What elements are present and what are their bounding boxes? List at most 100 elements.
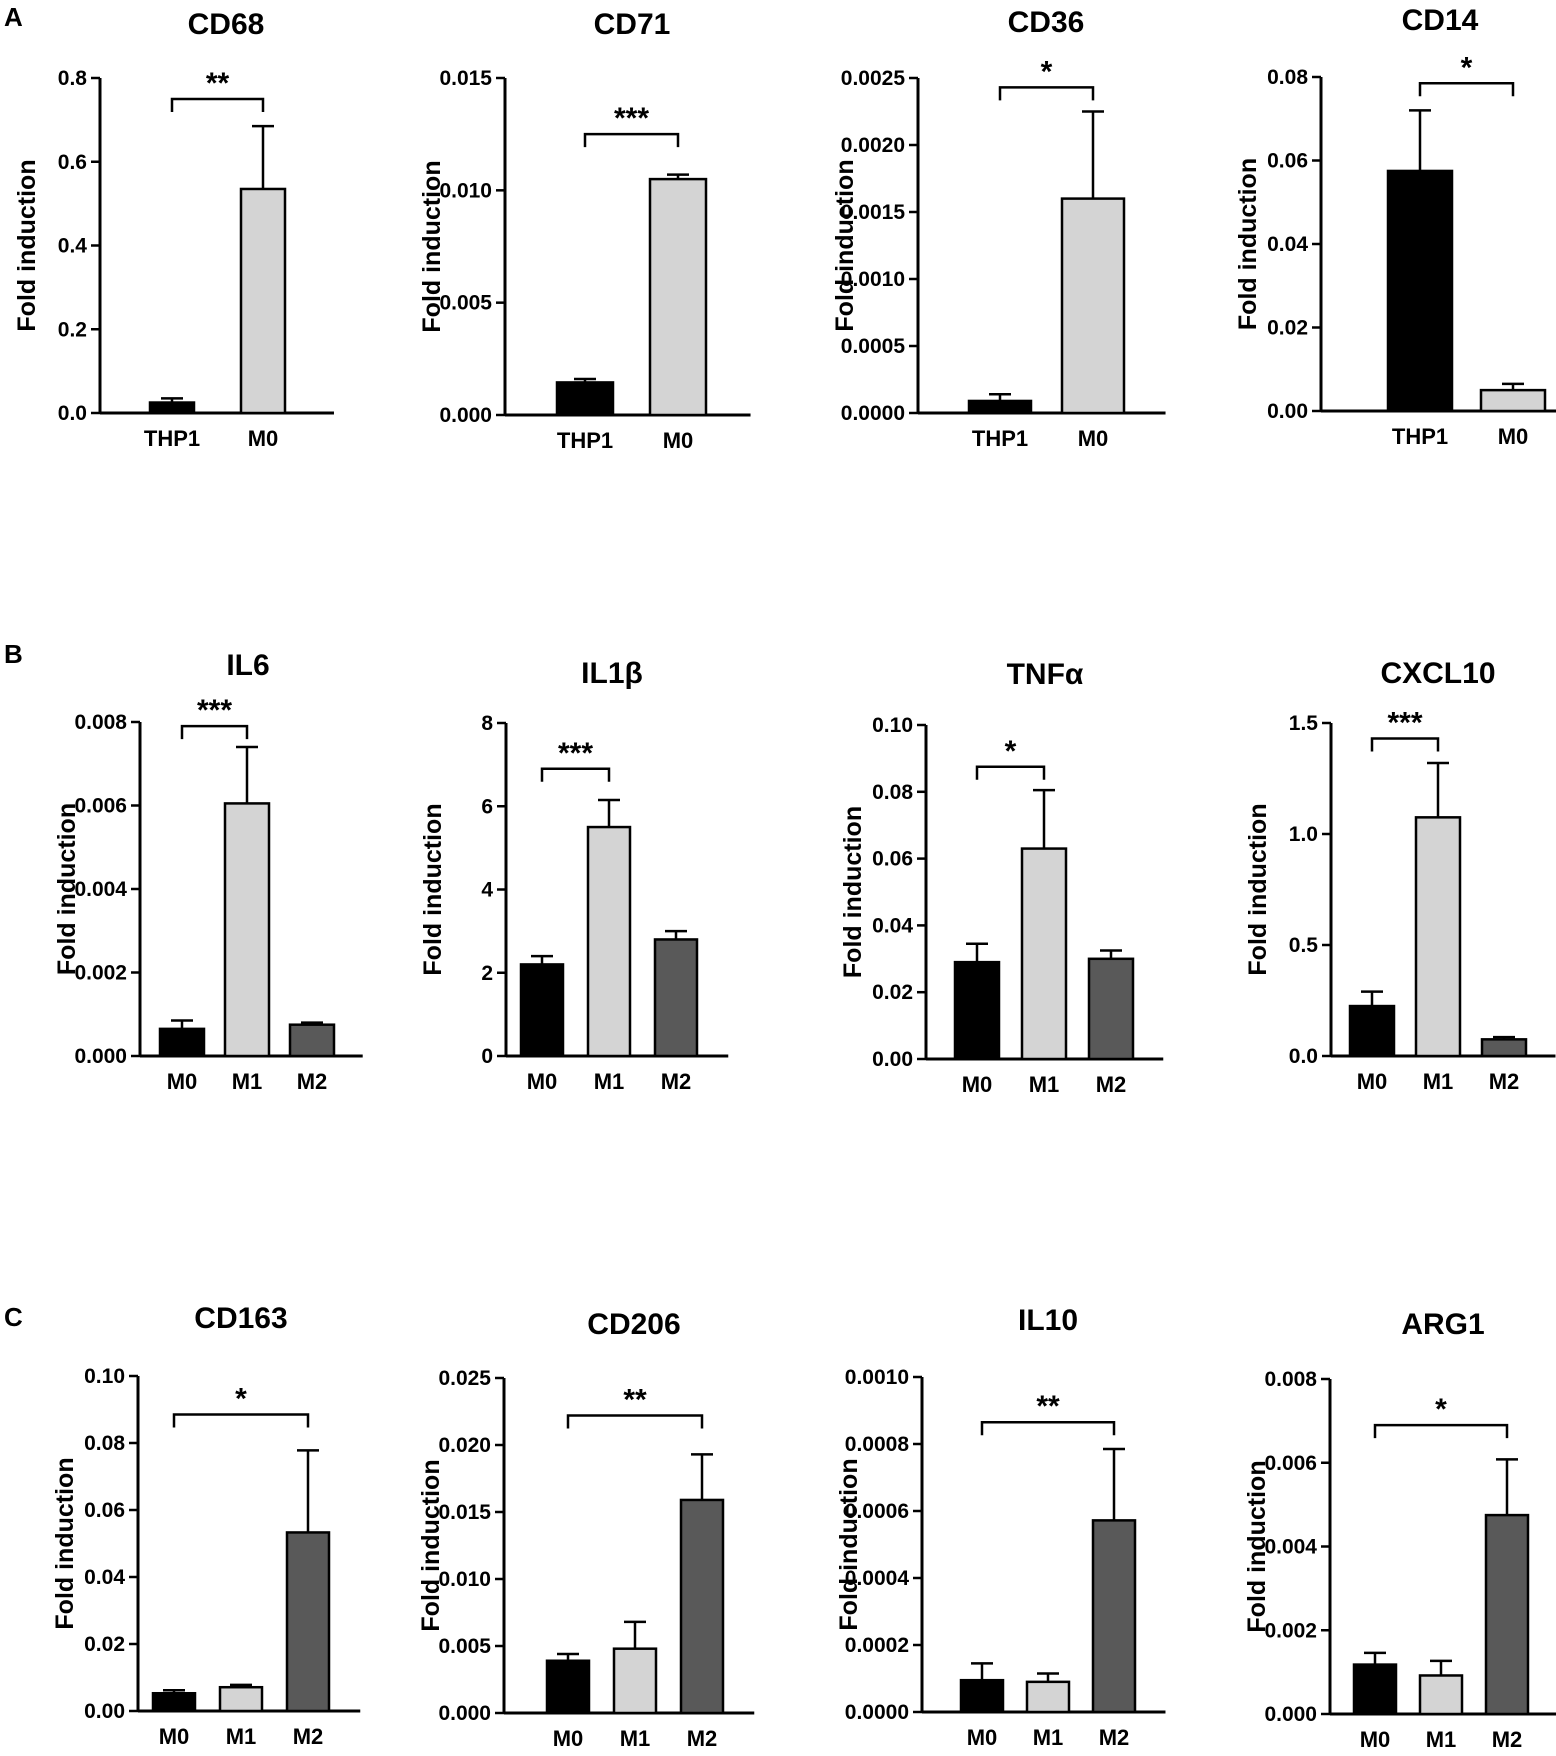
x-tick-label-arg1-m0: M0 bbox=[1360, 1727, 1391, 1752]
significance-label-il10: ** bbox=[1036, 1390, 1060, 1423]
y-tick-label-arg1: 0.002 bbox=[1264, 1619, 1317, 1642]
charts-layer: CD68 Fold induction 0.0 0.2 0.4 0.6 0.8 THP1 M0 *… bbox=[13, 4, 1556, 1752]
chart-cd71: CD71 Fold induction 0.000 0.005 0.010 0.015 TH… bbox=[418, 8, 751, 453]
panel-label-a: A bbox=[4, 2, 23, 32]
bar-cd163-m0 bbox=[151, 1691, 197, 1713]
chart-cd36: CD36 Fold induction 0.0000 0.0005 0.0010 0.00… bbox=[831, 6, 1166, 451]
y-tick-label-cd206: 0.010 bbox=[438, 1568, 491, 1591]
y-tick-label-il10: 0.0000 bbox=[845, 1701, 909, 1724]
x-tick-label-il6-m2: M2 bbox=[297, 1069, 328, 1094]
bar-il10-m1 bbox=[1025, 1680, 1071, 1714]
significance-bracket-cd71 bbox=[583, 132, 680, 148]
y-tick-label-cd14: 0.08 bbox=[1267, 66, 1308, 89]
chart-cd14: CD14 Fold induction 0.00 0.02 0.04 0.06 0.08 TH… bbox=[1234, 4, 1556, 449]
y-tick-label-cxcl10: 1.0 bbox=[1289, 823, 1318, 846]
y-tick-label-cd206: 0.025 bbox=[438, 1367, 491, 1390]
x-tick-label-arg1-m2: M2 bbox=[1492, 1727, 1523, 1752]
significance-bracket-cd68 bbox=[170, 97, 265, 112]
y-tick-label-cd68: 0.2 bbox=[58, 318, 87, 341]
y-tick-label-cxcl10: 1.5 bbox=[1289, 712, 1319, 735]
significance-bracket-il10 bbox=[980, 1420, 1116, 1436]
x-tick-label-cd36-m0: M0 bbox=[1078, 426, 1109, 451]
x-tick-label-cd68-thp1: THP1 bbox=[144, 426, 200, 451]
y-tick-label-tnf: 0.06 bbox=[872, 848, 913, 871]
bar-il10-m0 bbox=[959, 1678, 1005, 1714]
x-tick-label-il10-m1: M1 bbox=[1033, 1725, 1064, 1750]
significance-label-cd71: *** bbox=[614, 102, 649, 135]
bar-il6-m0 bbox=[158, 1027, 206, 1058]
y-tick-label-arg1: 0.008 bbox=[1264, 1368, 1317, 1391]
bar-cd36-m0 bbox=[1060, 197, 1126, 415]
significance-bracket-cxcl10 bbox=[1370, 737, 1440, 752]
y-tick-label-arg1: 0.004 bbox=[1264, 1536, 1317, 1559]
y-tick-label-il10: 0.0006 bbox=[845, 1500, 909, 1523]
bar-cd14-m0 bbox=[1479, 388, 1547, 413]
y-tick-label-cd71: 0.005 bbox=[439, 292, 492, 315]
chart-cd206: CD206 Fold induction 0.000 0.005 0.010 0.015 0… bbox=[417, 1308, 755, 1751]
y-tick-label-il6: 0.002 bbox=[74, 962, 127, 985]
y-axis-title-tnf: Fold induction bbox=[839, 806, 867, 978]
significance-label-tnf: * bbox=[1005, 735, 1017, 768]
chart-title-cd71: CD71 bbox=[594, 8, 671, 41]
x-tick-label-cd163-m2: M2 bbox=[293, 1724, 324, 1749]
significance-label-cd206: ** bbox=[623, 1384, 647, 1417]
chart-title-cd68: CD68 bbox=[188, 8, 265, 41]
bar-cd71-m0 bbox=[648, 177, 708, 417]
chart-il1: IL1β Fold induction 0 2 4 6 8 M0 M1 M2 *** bbox=[419, 657, 729, 1094]
x-tick-label-cd206-m1: M1 bbox=[620, 1726, 651, 1751]
x-tick-label-cd163-m1: M1 bbox=[226, 1724, 257, 1749]
significance-label-cd36: * bbox=[1041, 55, 1053, 88]
y-tick-label-tnf: 0.04 bbox=[872, 914, 913, 937]
chart-il10: IL10 Fold induction 0.0000 0.0002 0.0004 0.00… bbox=[835, 1304, 1166, 1750]
y-tick-label-cxcl10: 0.5 bbox=[1289, 934, 1319, 957]
bar-cd206-m0 bbox=[545, 1659, 591, 1715]
x-tick-label-cd14-m0: M0 bbox=[1498, 424, 1529, 449]
bar-tnf-m1 bbox=[1020, 847, 1068, 1061]
x-tick-label-cd68-m0: M0 bbox=[248, 426, 279, 451]
y-tick-label-cd36: 0.0025 bbox=[841, 67, 906, 90]
y-tick-label-arg1: 0.006 bbox=[1264, 1452, 1317, 1475]
x-tick-label-il10-m0: M0 bbox=[967, 1725, 998, 1750]
chart-title-cd14: CD14 bbox=[1402, 4, 1479, 37]
x-tick-label-cxcl10-m0: M0 bbox=[1357, 1069, 1388, 1094]
chart-title-arg1: ARG1 bbox=[1401, 1308, 1484, 1341]
y-tick-label-cd206: 0.000 bbox=[438, 1702, 491, 1725]
significance-bracket-cd206 bbox=[566, 1414, 704, 1429]
y-tick-label-il10: 0.0002 bbox=[845, 1634, 909, 1657]
y-axis-title-il1: Fold induction bbox=[419, 803, 447, 975]
significance-label-cd163: * bbox=[235, 1383, 247, 1416]
significance-label-il6: *** bbox=[197, 694, 232, 727]
significance-bracket-cd163 bbox=[172, 1413, 310, 1428]
y-tick-label-il10: 0.0010 bbox=[845, 1366, 909, 1389]
bar-cd163-m2 bbox=[285, 1531, 331, 1713]
y-tick-label-il10: 0.0008 bbox=[845, 1433, 910, 1456]
y-tick-label-cd68: 0.0 bbox=[58, 402, 87, 425]
x-tick-label-il1-m0: M0 bbox=[527, 1069, 558, 1094]
y-tick-label-cd14: 0.02 bbox=[1267, 317, 1308, 340]
x-tick-label-tnf-m2: M2 bbox=[1096, 1072, 1127, 1097]
y-tick-label-il10: 0.0004 bbox=[845, 1567, 910, 1590]
y-axis-title-cd71: Fold induction bbox=[418, 160, 446, 332]
y-tick-label-cd68: 0.8 bbox=[58, 67, 88, 90]
x-tick-label-cd36-thp1: THP1 bbox=[972, 426, 1028, 451]
chart-title-tnf: TNFα bbox=[1007, 658, 1084, 691]
y-tick-label-cd71: 0.010 bbox=[439, 179, 492, 202]
y-tick-label-cd163: 0.08 bbox=[84, 1432, 125, 1455]
y-tick-label-tnf: 0.00 bbox=[872, 1048, 913, 1071]
panel-label-c: C bbox=[4, 1302, 23, 1332]
bar-il6-m1 bbox=[223, 802, 271, 1058]
y-tick-label-cd36: 0.0005 bbox=[841, 335, 906, 358]
significance-bracket-cd36 bbox=[998, 86, 1095, 101]
x-tick-label-tnf-m1: M1 bbox=[1029, 1072, 1060, 1097]
x-tick-label-cd206-m0: M0 bbox=[553, 1726, 584, 1751]
y-tick-label-cd36: 0.0000 bbox=[841, 402, 905, 425]
x-tick-label-cd163-m0: M0 bbox=[159, 1724, 190, 1749]
bar-tnf-m2 bbox=[1087, 957, 1135, 1061]
y-tick-label-il6: 0.006 bbox=[74, 795, 127, 818]
significance-bracket-tnf bbox=[975, 765, 1046, 780]
y-tick-label-cd14: 0.06 bbox=[1267, 150, 1308, 173]
chart-title-il10: IL10 bbox=[1018, 1304, 1078, 1337]
significance-bracket-il6 bbox=[180, 724, 249, 740]
bar-cd206-m1 bbox=[612, 1647, 658, 1715]
